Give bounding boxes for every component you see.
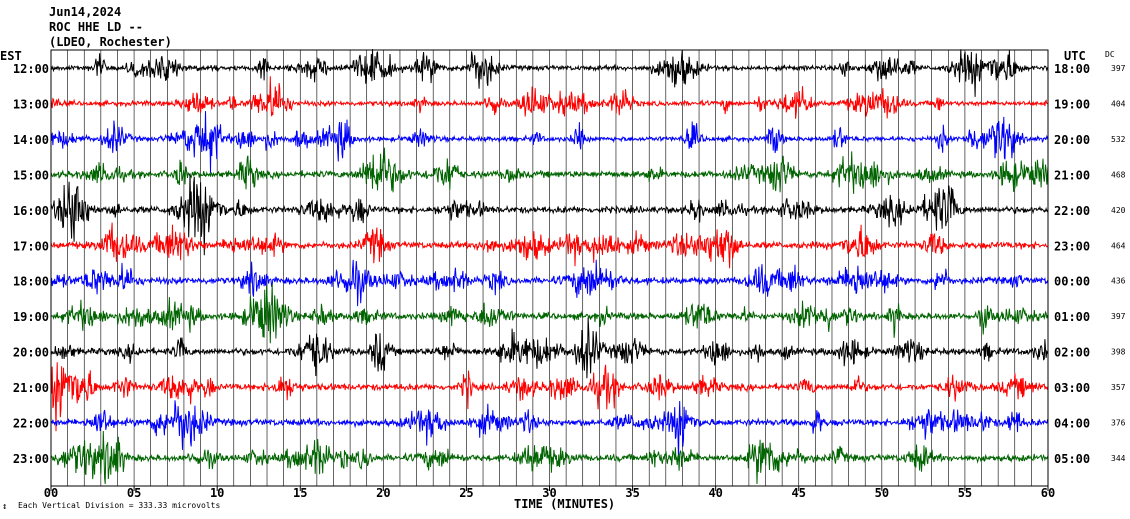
utc-time-label: 02:00 bbox=[1054, 346, 1090, 360]
x-tick-label: 55 bbox=[958, 486, 972, 500]
x-tick-label: 30 bbox=[542, 486, 556, 500]
axis-labels: 00 05 10 15 20 25 30 35 40 45 50 55 60 12:00 18:00 397 1… bbox=[13, 62, 1126, 500]
ruler-icon: ↕ bbox=[2, 502, 7, 512]
utc-time-label: 21:00 bbox=[1054, 168, 1090, 182]
scale-note: Each Vertical Division = 333.33 microvol… bbox=[18, 501, 220, 510]
utc-time-label: 22:00 bbox=[1054, 204, 1090, 218]
dc-offset-label: 376 bbox=[1111, 419, 1126, 428]
dc-offset-label: 398 bbox=[1111, 348, 1126, 357]
seismic-trace bbox=[50, 49, 1049, 97]
dc-offset-label: 404 bbox=[1111, 99, 1126, 108]
est-time-label: 18:00 bbox=[13, 275, 49, 289]
x-tick-label: 25 bbox=[459, 486, 473, 500]
est-time-label: 21:00 bbox=[13, 381, 49, 395]
seismic-trace bbox=[50, 147, 1049, 194]
seismic-trace bbox=[50, 111, 1049, 174]
time-grid bbox=[67, 50, 1032, 486]
x-tick-label: 00 bbox=[44, 486, 58, 500]
seismic-trace bbox=[50, 259, 1049, 307]
utc-time-label: 00:00 bbox=[1054, 275, 1090, 289]
est-time-label: 19:00 bbox=[13, 310, 49, 324]
x-tick-label: 15 bbox=[293, 486, 307, 500]
date-label: Jun14,2024 bbox=[49, 5, 122, 19]
x-tick-label: 45 bbox=[792, 486, 806, 500]
est-time-label: 16:00 bbox=[13, 204, 49, 218]
seismic-trace bbox=[50, 430, 1049, 485]
est-time-label: 15:00 bbox=[13, 168, 49, 182]
est-time-label: 13:00 bbox=[13, 97, 49, 111]
dc-offset-label: 468 bbox=[1111, 170, 1126, 179]
dc-offset-label: 532 bbox=[1111, 135, 1126, 144]
dc-offset-label: 420 bbox=[1111, 206, 1126, 215]
dc-offset-label: 436 bbox=[1111, 277, 1126, 286]
seismic-trace bbox=[50, 76, 1049, 119]
seismic-trace bbox=[50, 283, 1049, 344]
seismic-traces bbox=[50, 49, 1049, 485]
est-time-label: 17:00 bbox=[13, 239, 49, 253]
seismic-trace bbox=[50, 362, 1049, 432]
seismic-trace bbox=[50, 317, 1049, 379]
x-tick-label: 20 bbox=[376, 486, 390, 500]
utc-time-label: 20:00 bbox=[1054, 133, 1090, 147]
dc-offset-label: 397 bbox=[1111, 312, 1126, 321]
dc-offset-label: 464 bbox=[1111, 241, 1126, 250]
dc-offset-label: 397 bbox=[1111, 64, 1126, 73]
seismic-trace bbox=[50, 400, 1049, 461]
seismic-trace bbox=[50, 173, 1049, 256]
est-header: EST bbox=[0, 49, 22, 63]
utc-time-label: 23:00 bbox=[1054, 239, 1090, 253]
utc-time-label: 05:00 bbox=[1054, 452, 1090, 466]
utc-time-label: 03:00 bbox=[1054, 381, 1090, 395]
utc-header: UTC bbox=[1064, 49, 1086, 63]
dc-header: DC bbox=[1105, 50, 1115, 59]
est-time-label: 23:00 bbox=[13, 452, 49, 466]
dc-offset-label: 344 bbox=[1111, 454, 1126, 463]
x-tick-label: 50 bbox=[875, 486, 889, 500]
seismic-trace bbox=[50, 222, 1049, 269]
est-time-label: 22:00 bbox=[13, 417, 49, 431]
utc-time-label: 04:00 bbox=[1054, 417, 1090, 431]
utc-time-label: 01:00 bbox=[1054, 310, 1090, 324]
est-time-label: 12:00 bbox=[13, 62, 49, 76]
x-tick-label: 10 bbox=[210, 486, 224, 500]
network-label: (LDEO, Rochester) bbox=[49, 35, 172, 49]
dc-offset-label: 357 bbox=[1111, 383, 1126, 392]
x-tick-label: 05 bbox=[127, 486, 141, 500]
est-time-label: 20:00 bbox=[13, 346, 49, 360]
utc-time-label: 19:00 bbox=[1054, 97, 1090, 111]
x-tick-label: 60 bbox=[1041, 486, 1055, 500]
station-label: ROC HHE LD -- bbox=[49, 20, 143, 34]
est-time-label: 14:00 bbox=[13, 133, 49, 147]
utc-time-label: 18:00 bbox=[1054, 62, 1090, 76]
x-tick-label: 35 bbox=[625, 486, 639, 500]
x-tick-label: 40 bbox=[708, 486, 722, 500]
x-axis-title: TIME (MINUTES) bbox=[514, 497, 615, 511]
